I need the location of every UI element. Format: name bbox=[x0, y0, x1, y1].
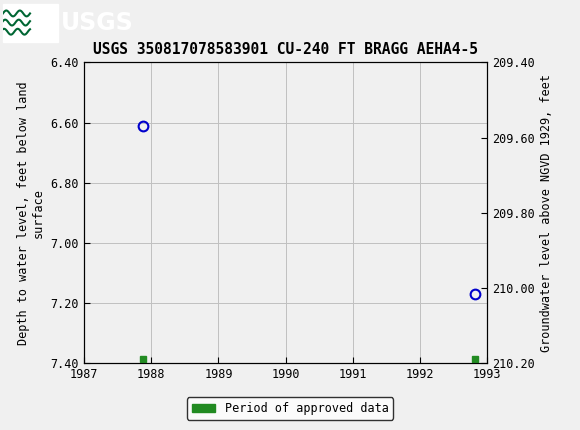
FancyBboxPatch shape bbox=[3, 3, 58, 42]
Legend: Period of approved data: Period of approved data bbox=[187, 397, 393, 420]
Y-axis label: Groundwater level above NGVD 1929, feet: Groundwater level above NGVD 1929, feet bbox=[541, 74, 553, 352]
Title: USGS 350817078583901 CU-240 FT BRAGG AEHA4-5: USGS 350817078583901 CU-240 FT BRAGG AEH… bbox=[93, 42, 478, 57]
Y-axis label: Depth to water level, feet below land
surface: Depth to water level, feet below land su… bbox=[17, 81, 45, 345]
Text: USGS: USGS bbox=[61, 11, 133, 34]
